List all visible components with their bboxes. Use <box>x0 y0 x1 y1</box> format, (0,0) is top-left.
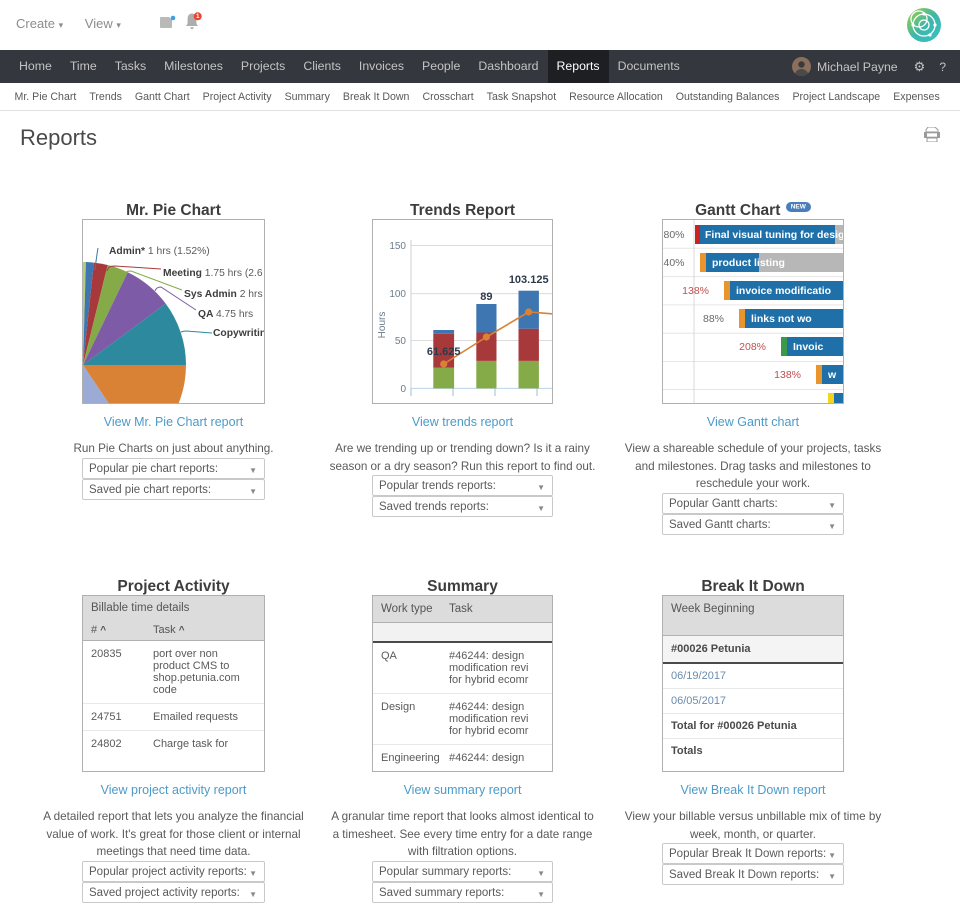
svg-text:80%: 80% <box>663 229 684 241</box>
svg-text:100: 100 <box>389 289 406 300</box>
svg-text:invoice modificatio: invoice modificatio <box>736 285 831 297</box>
svg-text:138%: 138% <box>774 369 801 381</box>
svg-text:61.625: 61.625 <box>427 346 461 358</box>
svg-text:Final visual tuning for design: Final visual tuning for design c <box>705 229 844 241</box>
svg-text:Meeting 1.75 hrs (2.6: Meeting 1.75 hrs (2.6 <box>163 268 263 279</box>
svg-text:50: 50 <box>395 336 407 347</box>
svg-text:w: w <box>827 369 837 381</box>
svg-text:Admin* 1 hrs (1.52%): Admin* 1 hrs (1.52%) <box>109 246 210 257</box>
svg-text:89: 89 <box>480 291 492 303</box>
svg-text:1: 1 <box>196 13 200 20</box>
svg-text:103.125: 103.125 <box>509 274 549 286</box>
svg-text:Sys Admin 2 hrs: Sys Admin 2 hrs <box>184 289 263 300</box>
svg-text:QA 4.75 hrs: QA 4.75 hrs <box>198 309 253 320</box>
svg-text:208%: 208% <box>739 341 766 353</box>
svg-text:product listing: product listing <box>712 257 785 269</box>
svg-text:40%: 40% <box>663 257 684 269</box>
svg-text:0: 0 <box>400 384 406 395</box>
svg-text:Copywritin: Copywritin <box>213 328 265 339</box>
svg-text:Hours: Hours <box>377 312 388 339</box>
svg-text:Invoic: Invoic <box>793 341 824 353</box>
svg-text:links not wo: links not wo <box>751 313 812 325</box>
svg-text:138%: 138% <box>682 285 709 297</box>
svg-text:88%: 88% <box>703 313 724 325</box>
svg-text:150: 150 <box>389 241 406 252</box>
